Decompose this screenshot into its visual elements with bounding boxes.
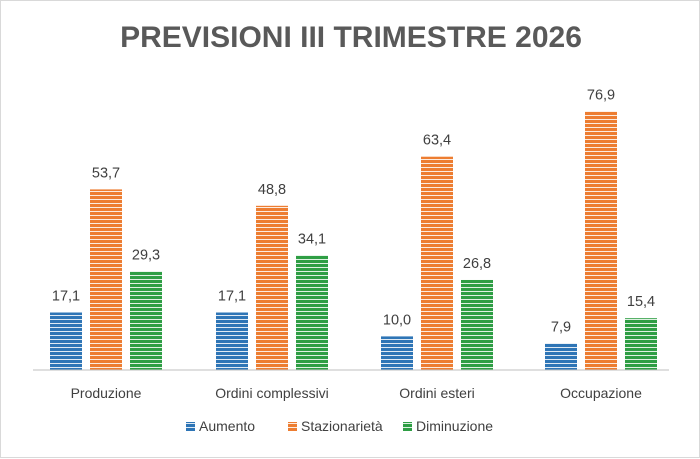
value-label-produzione-stazionarieta: 53,7 <box>92 165 120 181</box>
bar-occupazione-stazionarieta <box>585 111 617 371</box>
legend-label-stazionarieta: Stazionarietà <box>301 418 383 434</box>
bar-produzione-stazionarieta <box>90 189 122 370</box>
value-label-ordini-esteri-stazionarieta: 63,4 <box>423 133 451 149</box>
category-label-occupazione: Occupazione <box>560 385 642 401</box>
bar-occupazione-aumento <box>545 343 577 370</box>
legend-label-diminuzione: Diminuzione <box>416 418 493 434</box>
value-label-occupazione-stazionarieta: 76,9 <box>587 87 615 103</box>
bar-occupazione-diminuzione <box>625 318 657 370</box>
bar-ordini-complessivi-diminuzione <box>296 255 328 370</box>
category-labels: Produzione Ordini complessivi Ordini ester… <box>71 385 642 401</box>
bar-produzione-diminuzione <box>130 271 162 370</box>
bars-group: 17,1 53,7 29,3 17,1 48,8 34,1 10,0 63,4 26,8 7,9 7… <box>50 87 657 371</box>
value-label-ordini-complessivi-stazionarieta: 48,8 <box>258 182 286 198</box>
value-label-occupazione-diminuzione: 15,4 <box>627 294 655 310</box>
legend-swatch-diminuzione <box>403 422 412 431</box>
legend-label-aumento: Aumento <box>199 418 255 434</box>
bar-ordini-esteri-diminuzione <box>461 279 493 370</box>
bar-ordini-esteri-aumento <box>381 336 413 370</box>
bar-ordini-complessivi-stazionarieta <box>256 205 288 370</box>
value-label-produzione-aumento: 17,1 <box>52 289 80 305</box>
bar-produzione-aumento <box>50 312 82 370</box>
bar-ordini-complessivi-aumento <box>216 312 248 370</box>
legend: Aumento Stazionarietà Diminuzione <box>186 418 493 434</box>
value-label-occupazione-aumento: 7,9 <box>551 319 571 335</box>
legend-swatch-aumento <box>186 422 195 431</box>
value-label-ordini-complessivi-diminuzione: 34,1 <box>298 231 326 247</box>
category-label-ordini-complessivi: Ordini complessivi <box>215 385 329 401</box>
category-label-produzione: Produzione <box>71 385 142 401</box>
value-label-ordini-complessivi-aumento: 17,1 <box>218 289 246 305</box>
bar-ordini-esteri-stazionarieta <box>421 156 453 370</box>
legend-swatch-stazionarieta <box>288 422 297 431</box>
value-label-produzione-diminuzione: 29,3 <box>132 247 160 263</box>
category-label-ordini-esteri: Ordini esteri <box>399 385 474 401</box>
value-label-ordini-esteri-aumento: 10,0 <box>383 312 411 328</box>
value-label-ordini-esteri-diminuzione: 26,8 <box>463 256 491 272</box>
chart-title: PREVISIONI III TRIMESTRE 2026 <box>120 21 582 54</box>
